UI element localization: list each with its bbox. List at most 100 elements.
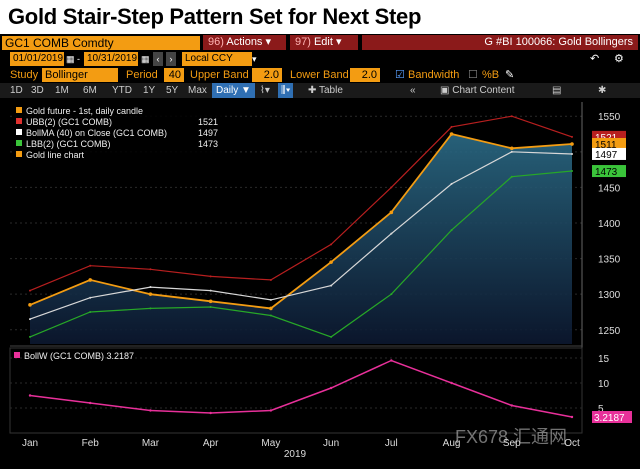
close-price-tag-bg [592, 137, 626, 150]
study-bar: Study Bollinger Period 40 Upper Band 2.0… [0, 67, 640, 83]
y-tick-label: 1450 [598, 183, 621, 194]
undo-icon[interactable]: ↶ [590, 53, 600, 65]
collapse-icon[interactable]: « [410, 85, 416, 96]
range-1m[interactable]: 1M [55, 85, 69, 96]
bandwidth-swatch [14, 352, 20, 358]
legend-swatch [16, 140, 22, 146]
end-date-field[interactable]: 10/31/2019 [84, 52, 138, 66]
data-point [269, 298, 272, 301]
data-point [269, 278, 272, 281]
legend-swatch [16, 107, 22, 113]
x-tick-label: Mar [142, 438, 160, 449]
data-point [28, 303, 32, 307]
legend-swatch [16, 151, 22, 157]
range-3d[interactable]: 3D [31, 85, 44, 96]
data-point [149, 307, 152, 310]
lower-y-tick-label: 10 [598, 379, 610, 390]
data-point [209, 305, 212, 308]
candle-icon[interactable]: ⫼▾ [278, 83, 294, 98]
chevron-down-icon[interactable]: ▾ [252, 54, 257, 64]
gear-icon[interactable]: ⚙ [614, 53, 624, 65]
edit-menu[interactable]: 97) Edit ▾ [290, 35, 358, 50]
upper-band-line [29, 115, 573, 292]
start-date-field[interactable]: 01/01/2019 [10, 52, 64, 66]
study-label: Study [10, 69, 39, 81]
data-point [571, 170, 573, 173]
lower-y-tick-label: 5 [598, 404, 604, 415]
upper-band-field[interactable]: 2.0 [252, 68, 282, 82]
chart-content-button[interactable]: ▣ Chart Content [440, 85, 515, 96]
data-point [269, 314, 272, 317]
x-tick-label: Jun [323, 438, 339, 449]
range-5y[interactable]: 5Y [166, 85, 179, 96]
data-point [209, 275, 212, 278]
pencil-icon[interactable]: ✎ [505, 69, 515, 81]
period-field[interactable]: 40 [164, 68, 184, 82]
data-point [389, 210, 394, 215]
data-point [510, 175, 513, 178]
data-point [269, 306, 273, 311]
legend-label: UBB(2) (GC1 COMB) [26, 117, 112, 127]
data-point [450, 125, 453, 128]
data-point [330, 335, 333, 338]
price-chart[interactable]: 1250130013501400145015001550 Gold future… [0, 98, 640, 458]
actions-menu[interactable]: 96) Actions ▾ [203, 35, 286, 50]
frequency-select[interactable]: Daily ▼ [212, 83, 255, 98]
data-point [390, 186, 393, 189]
legend-value: 1521 [198, 117, 218, 127]
settings-icon[interactable]: ▤ [552, 85, 562, 96]
lower-band-label: Lower Band [290, 69, 349, 81]
lower-band-tag: 1473 [595, 167, 618, 178]
range-1d[interactable]: 1D [10, 85, 23, 96]
legend-swatch [16, 118, 22, 124]
bandwidth-checkbox[interactable]: ☑ [395, 69, 405, 81]
x-tick-label: Sep [503, 438, 521, 449]
currency-select[interactable]: Local CCY [182, 52, 252, 66]
bandwidth-point [149, 409, 152, 412]
lower-panel-label: BollW (GC1 COMB) 3.2187 [24, 351, 134, 361]
gear-icon-toolbar[interactable]: ✱ [598, 85, 607, 96]
table-button[interactable]: ✚ Table [308, 85, 343, 96]
data-point [148, 292, 153, 296]
period-label: Period [126, 69, 158, 81]
data-point [571, 152, 573, 155]
data-point [330, 284, 333, 287]
bandwidth-point [570, 415, 574, 419]
ticker-field[interactable]: GC1 COMB Comdty [2, 36, 200, 50]
legend-label: Gold future - 1st, daily candle [26, 106, 143, 116]
bandwidth-point [510, 404, 513, 407]
pctb-checkbox[interactable]: ☐ [468, 69, 478, 81]
data-point [450, 229, 453, 232]
pctb-label: %B [482, 69, 500, 81]
upper-band-label: Upper Band [190, 69, 249, 81]
data-point [571, 135, 573, 138]
legend-value: 1473 [198, 139, 218, 149]
bandwidth-line [29, 359, 573, 418]
next-arrow-icon[interactable]: › [166, 52, 176, 66]
prev-arrow-icon[interactable]: ‹ [153, 52, 163, 66]
data-point [29, 335, 31, 338]
data-point [450, 182, 453, 185]
bandwidth-point [269, 409, 273, 412]
data-point [149, 286, 152, 289]
range-max[interactable]: Max [188, 85, 207, 96]
terminal: GC1 COMB Comdty 96) Actions ▾ 97) Edit ▾… [0, 34, 640, 469]
study-select[interactable]: Bollinger [42, 68, 118, 82]
calendar-icon[interactable]: ▦ - [66, 54, 81, 64]
close-price-tag: 1511 [595, 140, 617, 151]
legend-label: BollMA (40) on Close (GC1 COMB) [26, 128, 167, 138]
bandwidth-point [329, 386, 333, 390]
data-point [449, 132, 454, 136]
line-chart-icon[interactable]: ⌇▾ [260, 85, 270, 96]
lower-band-field[interactable]: 2.0 [350, 68, 380, 82]
range-6m[interactable]: 6M [83, 85, 97, 96]
data-point [29, 318, 31, 321]
watermark: FX678 汇通网 [455, 427, 567, 447]
bandwidth-label: Bandwidth [408, 69, 460, 81]
range-1y[interactable]: 1Y [143, 85, 156, 96]
range-ytd[interactable]: YTD [112, 85, 132, 96]
calendar-icon-end[interactable]: ▦ [141, 54, 150, 64]
data-point [89, 296, 92, 299]
data-point [88, 278, 93, 282]
